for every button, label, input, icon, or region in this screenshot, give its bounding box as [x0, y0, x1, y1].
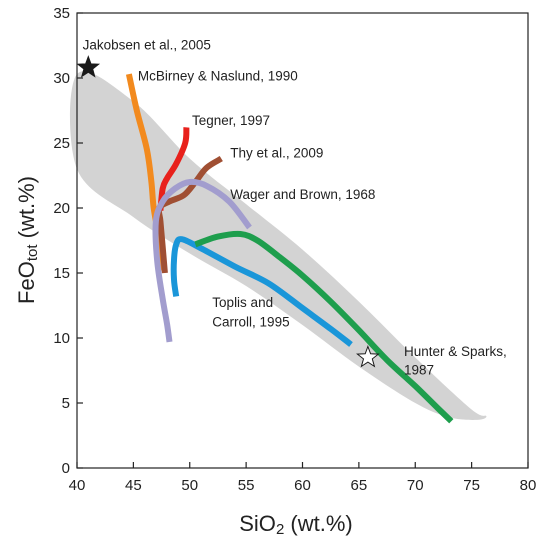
- annotation-toplis-and: Toplis and: [212, 295, 273, 310]
- x-axis-title-main: SiO: [239, 511, 276, 536]
- x-tick-label-60: 60: [294, 477, 311, 494]
- y-tick-label-0: 0: [62, 460, 70, 477]
- x-tick-label-40: 40: [69, 477, 86, 494]
- y-axis-title-rest: (wt.%): [14, 176, 39, 244]
- series-line-hunter-sparks-1987: [194, 230, 454, 424]
- annotation-wager-and-brown-1968: Wager and Brown, 1968: [230, 187, 375, 202]
- annotation-jakobsen-et-al-2005: Jakobsen et al., 2005: [83, 37, 211, 52]
- y-axis-title-subscript: tot: [24, 244, 41, 262]
- annotation-carroll-1995: Carroll, 1995: [212, 314, 289, 329]
- star-marker-jakobsen-et-al-2005: [76, 55, 101, 78]
- y-tick-label-20: 20: [53, 200, 70, 217]
- y-tick-label-10: 10: [53, 330, 70, 347]
- y-tick-label-15: 15: [53, 265, 70, 282]
- x-axis-title-subscript: 2: [276, 521, 284, 538]
- x-axis-title: SiO2 (wt.%): [239, 511, 352, 538]
- annotation-layer: Jakobsen et al., 2005 McBirney & Naslund,…: [83, 37, 507, 377]
- star-marker-open-1: [356, 345, 380, 368]
- series-line-toplis-and-carroll-1995: [170, 236, 353, 347]
- x-axis-title-rest: (wt.%): [284, 511, 352, 536]
- gray-field-layer: [69, 71, 487, 420]
- series-line-tegner-1997: [157, 127, 190, 211]
- y-axis-title-main: FeO: [14, 261, 39, 304]
- annotation-mcbirney-naslund-1990: McBirney & Naslund, 1990: [138, 69, 298, 84]
- tick-layer: 40 45 50 55 60 65 70 75 80 0 5 10 15 20 25 30 35: [53, 5, 536, 494]
- x-tick-label-80: 80: [520, 477, 537, 494]
- annotation-1987: 1987: [404, 362, 434, 377]
- gray-compositional-field: [69, 71, 487, 420]
- annotation-hunter-sparks: Hunter & Sparks,: [404, 344, 507, 359]
- series-line-wager-and-brown-1968: [152, 178, 252, 343]
- x-tick-label-65: 65: [351, 477, 368, 494]
- y-tick-label-30: 30: [53, 70, 70, 87]
- x-tick-label-50: 50: [181, 477, 198, 494]
- x-tick-label-70: 70: [407, 477, 424, 494]
- x-tick-label-45: 45: [125, 477, 142, 494]
- y-axis-title: FeOtot (wt.%): [14, 176, 41, 304]
- series-layer: [125, 73, 454, 424]
- series-line-thy-et-al-2009: [155, 156, 223, 274]
- y-tick-label-5: 5: [62, 395, 70, 412]
- annotation-tegner-1997: Tegner, 1997: [192, 113, 270, 128]
- x-tick-label-75: 75: [463, 477, 480, 494]
- y-tick-label-35: 35: [53, 5, 70, 22]
- annotation-thy-et-al-2009: Thy et al., 2009: [230, 145, 323, 160]
- marker-layer: [76, 55, 380, 368]
- x-tick-label-55: 55: [238, 477, 255, 494]
- y-tick-label-25: 25: [53, 135, 70, 152]
